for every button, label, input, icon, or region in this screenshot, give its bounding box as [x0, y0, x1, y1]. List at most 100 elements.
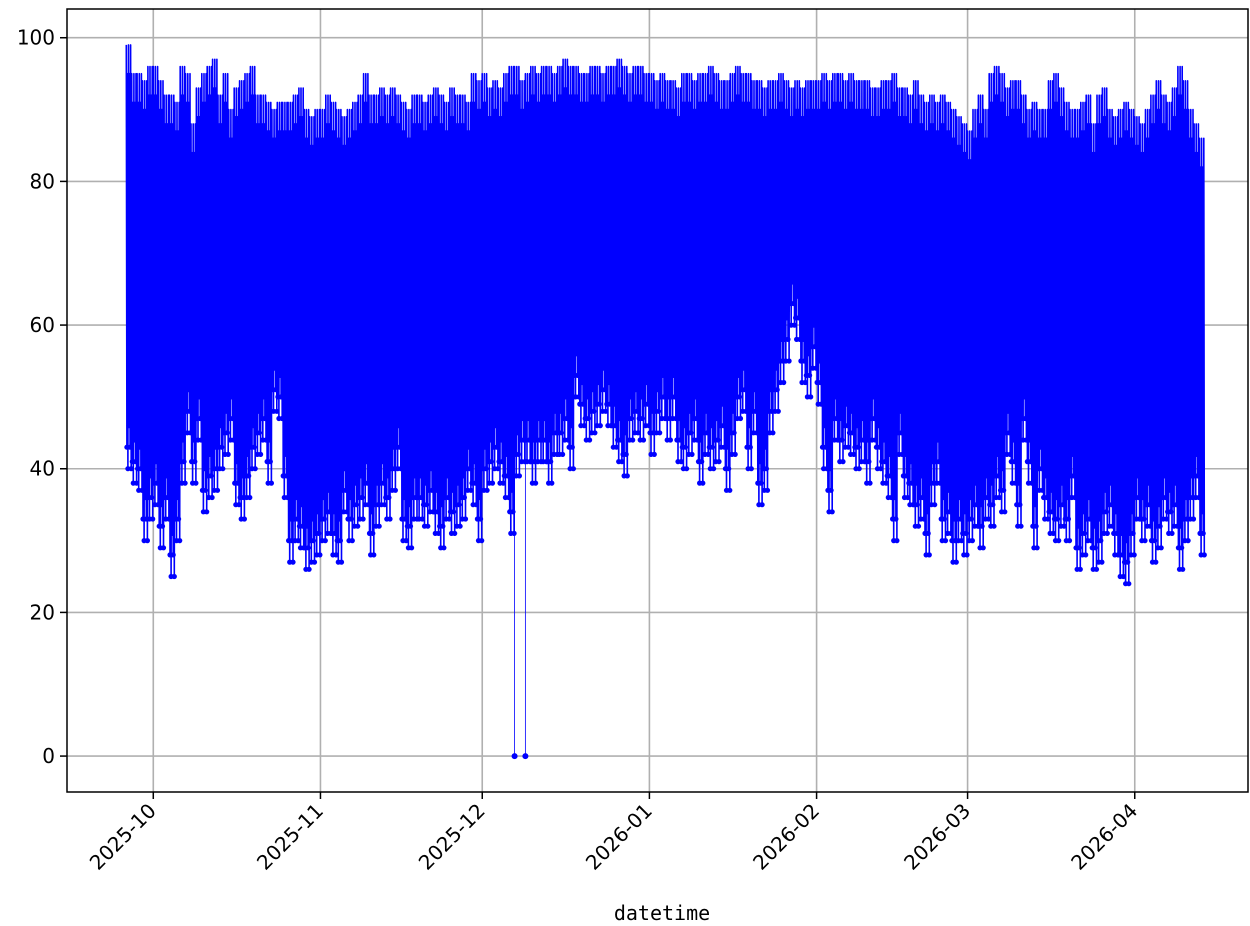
data-point — [850, 430, 856, 436]
data-point — [1103, 509, 1109, 515]
data-point — [786, 358, 792, 364]
data-point — [1091, 523, 1097, 529]
data-point — [709, 444, 716, 450]
data-point — [526, 437, 532, 443]
data-point — [1045, 516, 1051, 522]
data-point — [986, 516, 992, 522]
data-point — [246, 473, 252, 479]
data-point — [186, 408, 192, 414]
data-point — [672, 394, 678, 400]
data-point — [1075, 523, 1081, 529]
data-point — [354, 502, 360, 508]
data-point — [688, 430, 694, 436]
series-line — [125, 44, 1206, 585]
data-point — [1179, 545, 1185, 551]
data-point — [959, 538, 965, 544]
data-point — [355, 523, 361, 529]
data-point — [412, 473, 418, 479]
data-point — [392, 487, 398, 493]
data-point — [450, 487, 456, 493]
data-point — [456, 502, 462, 508]
data-point — [576, 394, 582, 400]
data-point — [1169, 530, 1175, 537]
data-point — [645, 401, 651, 407]
data-point — [386, 494, 392, 501]
data-point — [331, 509, 337, 515]
data-point — [711, 466, 717, 472]
data-point — [332, 530, 338, 537]
data-point — [541, 415, 547, 422]
data-point — [947, 509, 953, 515]
data-point — [657, 430, 663, 436]
data-point — [808, 394, 814, 400]
data-point — [181, 459, 187, 465]
data-point — [511, 530, 517, 537]
data-point — [1060, 502, 1066, 508]
data-point — [866, 459, 872, 465]
data-point — [919, 473, 925, 479]
data-point — [134, 480, 140, 486]
data-point — [813, 365, 819, 371]
data-point — [735, 372, 742, 378]
data-point — [219, 444, 225, 450]
data-point — [843, 401, 849, 407]
data-point — [176, 516, 182, 522]
data-point — [876, 423, 882, 429]
data-point — [1131, 552, 1137, 558]
data-point — [603, 408, 609, 414]
data-point — [1061, 523, 1067, 529]
data-point — [365, 502, 372, 508]
data-point — [618, 437, 624, 443]
series-blue — [124, 44, 1207, 760]
data-point — [634, 408, 640, 414]
data-point — [165, 494, 171, 501]
data-point — [883, 480, 889, 486]
data-point — [601, 365, 607, 371]
data-point — [309, 516, 315, 522]
data-point — [533, 480, 539, 486]
data-point — [692, 394, 698, 400]
data-point — [978, 502, 984, 508]
data-point — [256, 430, 263, 436]
data-point — [493, 423, 499, 429]
data-point — [579, 379, 585, 386]
data-point — [467, 466, 473, 472]
data-point — [898, 430, 904, 436]
data-point — [727, 487, 733, 493]
data-point — [849, 408, 855, 414]
data-point — [860, 437, 867, 443]
data-point — [994, 451, 1000, 457]
data-point — [1146, 502, 1152, 508]
data-point — [406, 502, 412, 508]
data-point — [499, 459, 505, 465]
data-point — [1055, 516, 1061, 522]
data-point — [1141, 516, 1147, 522]
data-point — [920, 494, 926, 501]
data-point — [753, 408, 759, 414]
data-point — [839, 437, 845, 443]
data-point — [1083, 552, 1089, 558]
data-point — [989, 480, 995, 486]
data-point — [827, 466, 833, 472]
data-point — [322, 538, 328, 544]
data-point — [1032, 502, 1038, 508]
data-point — [719, 401, 725, 407]
data-point — [385, 473, 391, 479]
data-point — [1107, 480, 1114, 486]
data-point — [942, 538, 949, 544]
data-point — [251, 444, 257, 450]
data-point — [789, 279, 795, 285]
data-point — [282, 451, 288, 457]
data-point — [801, 358, 807, 364]
data-point — [656, 408, 662, 414]
data-point — [479, 538, 485, 544]
data-point — [468, 487, 474, 493]
data-point — [730, 408, 736, 414]
data-point — [285, 494, 291, 501]
data-point — [969, 538, 976, 544]
data-point — [619, 459, 625, 465]
data-point — [267, 459, 273, 465]
data-point — [1130, 530, 1136, 537]
data-point — [397, 444, 403, 450]
data-point — [191, 437, 197, 443]
